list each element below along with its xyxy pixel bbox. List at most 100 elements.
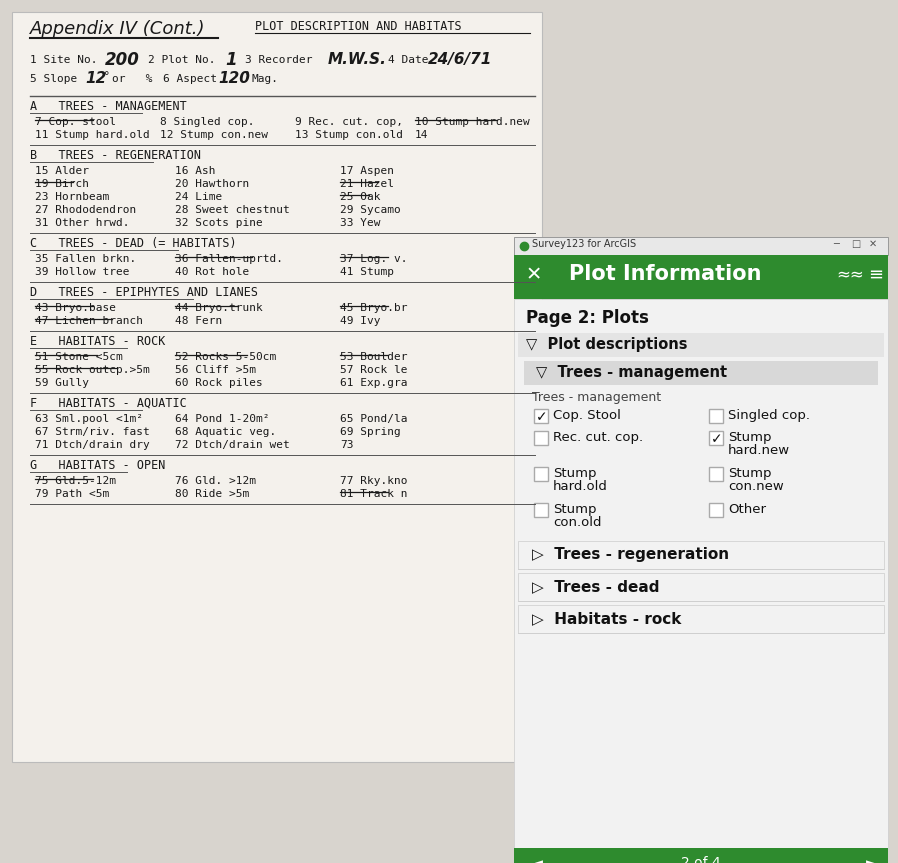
Text: Appendix IV (Cont.): Appendix IV (Cont.): [30, 20, 206, 38]
Text: ✓: ✓: [711, 432, 723, 446]
Text: 29 Sycamo: 29 Sycamo: [340, 205, 401, 215]
Text: 71 Dtch/drain dry: 71 Dtch/drain dry: [35, 440, 150, 450]
Text: 81 Track n: 81 Track n: [340, 489, 408, 499]
Text: 27 Rhododendron: 27 Rhododendron: [35, 205, 136, 215]
Text: 200: 200: [105, 51, 140, 69]
Text: ▷  Trees - dead: ▷ Trees - dead: [532, 579, 659, 594]
Text: 4 Date: 4 Date: [388, 55, 428, 65]
Text: 77 Rky.kno: 77 Rky.kno: [340, 476, 408, 486]
Text: 32 Scots pine: 32 Scots pine: [175, 218, 263, 228]
Text: ≡: ≡: [868, 266, 883, 284]
Text: Stump: Stump: [553, 503, 596, 516]
Text: G   HABITATS - OPEN: G HABITATS - OPEN: [30, 459, 165, 472]
Text: 57 Rock le: 57 Rock le: [340, 365, 408, 375]
Text: 3 Recorder: 3 Recorder: [245, 55, 313, 65]
Text: 52 Rocks 5-50cm: 52 Rocks 5-50cm: [175, 352, 277, 362]
Text: 60 Rock piles: 60 Rock piles: [175, 378, 263, 388]
Text: PLOT DESCRIPTION AND HABITATS: PLOT DESCRIPTION AND HABITATS: [255, 20, 462, 33]
Text: 2 Plot No.: 2 Plot No.: [148, 55, 216, 65]
Text: 16 Ash: 16 Ash: [175, 166, 216, 176]
Text: 65 Pond/la: 65 Pond/la: [340, 414, 408, 424]
Text: ✕: ✕: [869, 239, 877, 249]
Text: F   HABITATS - AQUATIC: F HABITATS - AQUATIC: [30, 397, 187, 410]
FancyBboxPatch shape: [518, 605, 884, 633]
Text: Cop. Stool: Cop. Stool: [553, 409, 621, 422]
Text: con.old: con.old: [553, 516, 602, 529]
Text: 56 Cliff >5m: 56 Cliff >5m: [175, 365, 256, 375]
Text: Rec. cut. cop.: Rec. cut. cop.: [553, 431, 643, 444]
Text: 10 Stump hard.new: 10 Stump hard.new: [415, 117, 530, 127]
FancyBboxPatch shape: [518, 541, 884, 569]
Text: Survey123 for ArcGIS: Survey123 for ArcGIS: [532, 239, 636, 249]
Text: 43 Bryo.base: 43 Bryo.base: [35, 303, 116, 313]
Text: 25 Oak: 25 Oak: [340, 192, 381, 202]
Text: 28 Sweet chestnut: 28 Sweet chestnut: [175, 205, 290, 215]
Text: 64 Pond 1-20m²: 64 Pond 1-20m²: [175, 414, 269, 424]
Text: 19 Birch: 19 Birch: [35, 179, 89, 189]
Text: 63 Sml.pool <1m²: 63 Sml.pool <1m²: [35, 414, 143, 424]
FancyBboxPatch shape: [709, 467, 723, 481]
Text: °: °: [104, 71, 110, 81]
Text: °: °: [244, 71, 249, 81]
Text: 59 Gully: 59 Gully: [35, 378, 89, 388]
Text: 6 Aspect: 6 Aspect: [163, 74, 217, 84]
Text: 51 Stone <5cm: 51 Stone <5cm: [35, 352, 123, 362]
Text: 17 Aspen: 17 Aspen: [340, 166, 394, 176]
Text: ▽  Plot descriptions: ▽ Plot descriptions: [526, 337, 688, 352]
Text: 53 Boulder: 53 Boulder: [340, 352, 408, 362]
Text: 68 Aquatic veg.: 68 Aquatic veg.: [175, 427, 277, 437]
Text: 12: 12: [85, 71, 106, 86]
Text: 14: 14: [415, 130, 428, 140]
Text: or   %: or %: [112, 74, 153, 84]
FancyBboxPatch shape: [514, 848, 888, 863]
Text: Singled cop.: Singled cop.: [728, 409, 810, 422]
Text: 45 Bryo.br: 45 Bryo.br: [340, 303, 408, 313]
Text: 61 Exp.gra: 61 Exp.gra: [340, 378, 408, 388]
FancyBboxPatch shape: [12, 12, 542, 762]
Text: 79 Path <5m: 79 Path <5m: [35, 489, 110, 499]
Text: 73: 73: [340, 440, 354, 450]
FancyBboxPatch shape: [534, 503, 548, 517]
FancyBboxPatch shape: [518, 333, 884, 357]
Text: ✓: ✓: [536, 410, 548, 424]
Text: 15 Alder: 15 Alder: [35, 166, 89, 176]
Text: 55 Rock outcp.>5m: 55 Rock outcp.>5m: [35, 365, 150, 375]
Text: 67 Strm/riv. fast: 67 Strm/riv. fast: [35, 427, 150, 437]
Text: C   TREES - DEAD (= HABITATS): C TREES - DEAD (= HABITATS): [30, 237, 237, 250]
Text: ✕: ✕: [526, 265, 542, 284]
FancyBboxPatch shape: [534, 431, 548, 445]
Text: 40 Rot hole: 40 Rot hole: [175, 267, 250, 277]
Text: 41 Stump: 41 Stump: [340, 267, 394, 277]
FancyBboxPatch shape: [534, 467, 548, 481]
Text: 69 Spring: 69 Spring: [340, 427, 401, 437]
Text: 48 Fern: 48 Fern: [175, 316, 222, 326]
Text: 24/6/71: 24/6/71: [428, 52, 492, 67]
Text: □: □: [851, 239, 860, 249]
Text: Other: Other: [728, 503, 766, 516]
FancyBboxPatch shape: [514, 255, 888, 299]
Text: 80 Ride >5m: 80 Ride >5m: [175, 489, 250, 499]
Text: M.W.S.: M.W.S.: [328, 52, 387, 67]
Text: 9 Rec. cut. cop,: 9 Rec. cut. cop,: [295, 117, 403, 127]
FancyBboxPatch shape: [524, 361, 878, 385]
Text: ◄: ◄: [528, 855, 543, 863]
FancyBboxPatch shape: [709, 503, 723, 517]
Text: ►: ►: [866, 855, 881, 863]
Text: 12 Stump con.new: 12 Stump con.new: [160, 130, 268, 140]
Text: 13 Stump con.old: 13 Stump con.old: [295, 130, 403, 140]
Text: 35 Fallen brkn.: 35 Fallen brkn.: [35, 254, 136, 264]
Text: D   TREES - EPIPHYTES AND LIANES: D TREES - EPIPHYTES AND LIANES: [30, 286, 258, 299]
Text: 8 Singled cop.: 8 Singled cop.: [160, 117, 254, 127]
Text: 20 Hawthorn: 20 Hawthorn: [175, 179, 250, 189]
Text: 76 Gld. >12m: 76 Gld. >12m: [175, 476, 256, 486]
Text: 1 Site No.: 1 Site No.: [30, 55, 98, 65]
Text: 44 Bryo.trunk: 44 Bryo.trunk: [175, 303, 263, 313]
Text: 36 Fallen-uprtd.: 36 Fallen-uprtd.: [175, 254, 283, 264]
Text: ▷  Habitats - rock: ▷ Habitats - rock: [532, 611, 682, 626]
Text: 120: 120: [218, 71, 250, 86]
FancyBboxPatch shape: [709, 431, 723, 445]
Text: 39 Hollow tree: 39 Hollow tree: [35, 267, 129, 277]
Text: E   HABITATS - ROCK: E HABITATS - ROCK: [30, 335, 165, 348]
Text: Stump: Stump: [553, 467, 596, 480]
Text: 31 Other hrwd.: 31 Other hrwd.: [35, 218, 129, 228]
